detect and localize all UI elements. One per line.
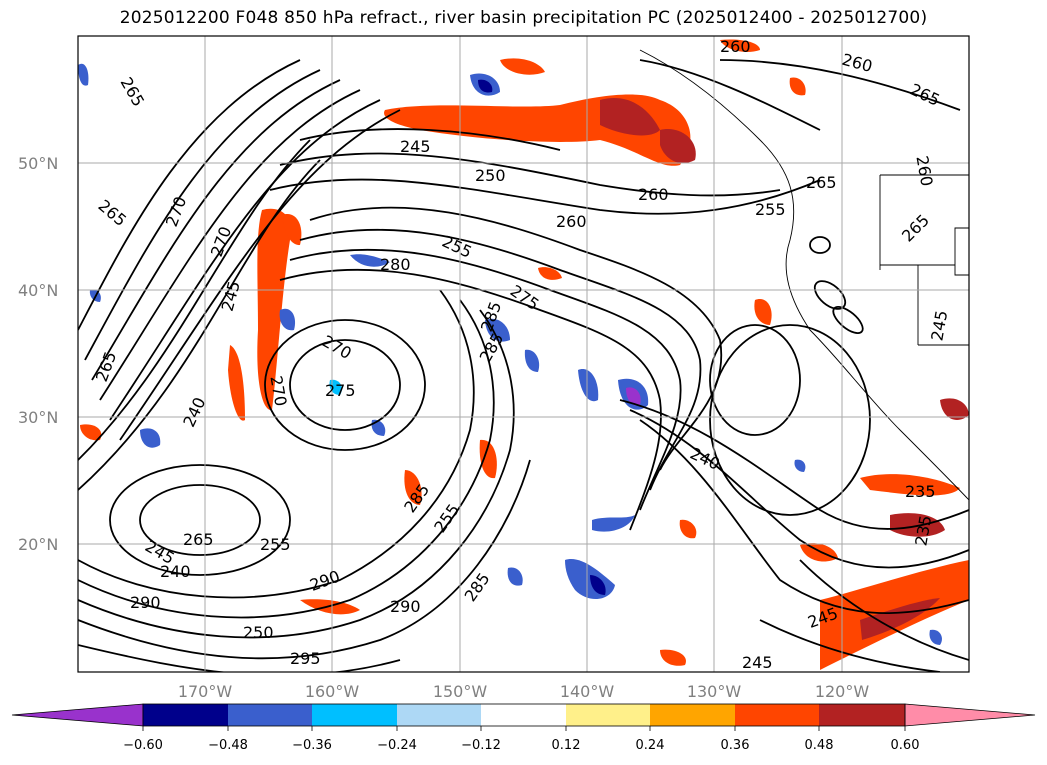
colorbar-segment	[143, 704, 228, 726]
latitude-labels: 50°N 40°N 30°N 20°N	[18, 154, 58, 554]
contour-label: 260	[556, 212, 587, 231]
colorbar-segment	[481, 704, 566, 726]
colorbar-segment	[228, 704, 312, 726]
lat-label-30n: 30°N	[18, 408, 58, 427]
contour-label: 290	[390, 597, 421, 616]
map-title: 2025012200 F048 850 hPa refract., river …	[119, 8, 928, 28]
contour-label: 255	[260, 535, 291, 554]
lon-label-170w: 170°W	[178, 682, 233, 701]
colorbar-segment	[650, 704, 735, 726]
contour-label: 235	[905, 482, 936, 501]
colorbar-tick-label: 0.24	[636, 738, 665, 753]
colorbar-ticks	[142, 726, 906, 731]
contour-label: 245	[400, 137, 431, 156]
contour-label: 260	[720, 37, 751, 56]
contour-label: 240	[160, 562, 191, 581]
contour-label: 250	[243, 623, 274, 642]
colorbar-tick-label: 0.36	[721, 738, 750, 753]
contour-label: 250	[475, 166, 506, 185]
colorbar-segment	[566, 704, 650, 726]
colorbar-segment	[735, 704, 819, 726]
colorbar-segment	[397, 704, 481, 726]
colorbar-tick-label: −0.12	[461, 738, 501, 753]
longitude-labels: 170°W 160°W 150°W 140°W 130°W 120°W	[178, 682, 870, 701]
contour-label: 245	[742, 653, 773, 672]
colorbar-segment	[819, 704, 905, 726]
contour-label: 275	[325, 381, 356, 400]
contour-label: 265	[183, 530, 214, 549]
map-frame	[77, 35, 970, 673]
lat-label-50n: 50°N	[18, 154, 58, 173]
lon-label-120w: 120°W	[815, 682, 870, 701]
colorbar-tick-label: 0.60	[891, 738, 920, 753]
colorbar: −0.60 −0.48 −0.36 −0.24 −0.12 0.12 0.24 …	[11, 703, 1036, 753]
refractivity-contours	[78, 59, 969, 672]
lon-label-140w: 140°W	[560, 682, 615, 701]
lat-label-40n: 40°N	[18, 281, 58, 300]
contour-label: 280	[380, 255, 411, 274]
colorbar-segment	[312, 704, 397, 726]
contour-label: 260	[638, 185, 669, 204]
contour-label: 255	[755, 200, 786, 219]
contour-label: 295	[290, 649, 321, 668]
colorbar-tick-label: 0.48	[805, 738, 834, 753]
graticule	[78, 36, 969, 672]
lon-label-160w: 160°W	[305, 682, 360, 701]
contour-label: 265	[806, 173, 837, 192]
colorbar-tick-label: −0.24	[377, 738, 417, 753]
lon-label-130w: 130°W	[687, 682, 742, 701]
coastlines	[639, 49, 969, 501]
contour-label: 290	[130, 593, 161, 612]
colorbar-tick-label: −0.60	[123, 738, 163, 753]
colorbar-extend-high	[904, 703, 1036, 727]
lon-label-150w: 150°W	[433, 682, 488, 701]
precip-positive-shading	[80, 39, 969, 670]
colorbar-tick-label: −0.36	[292, 738, 332, 753]
colorbar-tick-label: −0.48	[208, 738, 248, 753]
colorbar-extend-low	[11, 703, 144, 727]
lat-label-20n: 20°N	[18, 535, 58, 554]
precip-negative-shading	[78, 63, 942, 645]
colorbar-tick-label: 0.12	[552, 738, 581, 753]
